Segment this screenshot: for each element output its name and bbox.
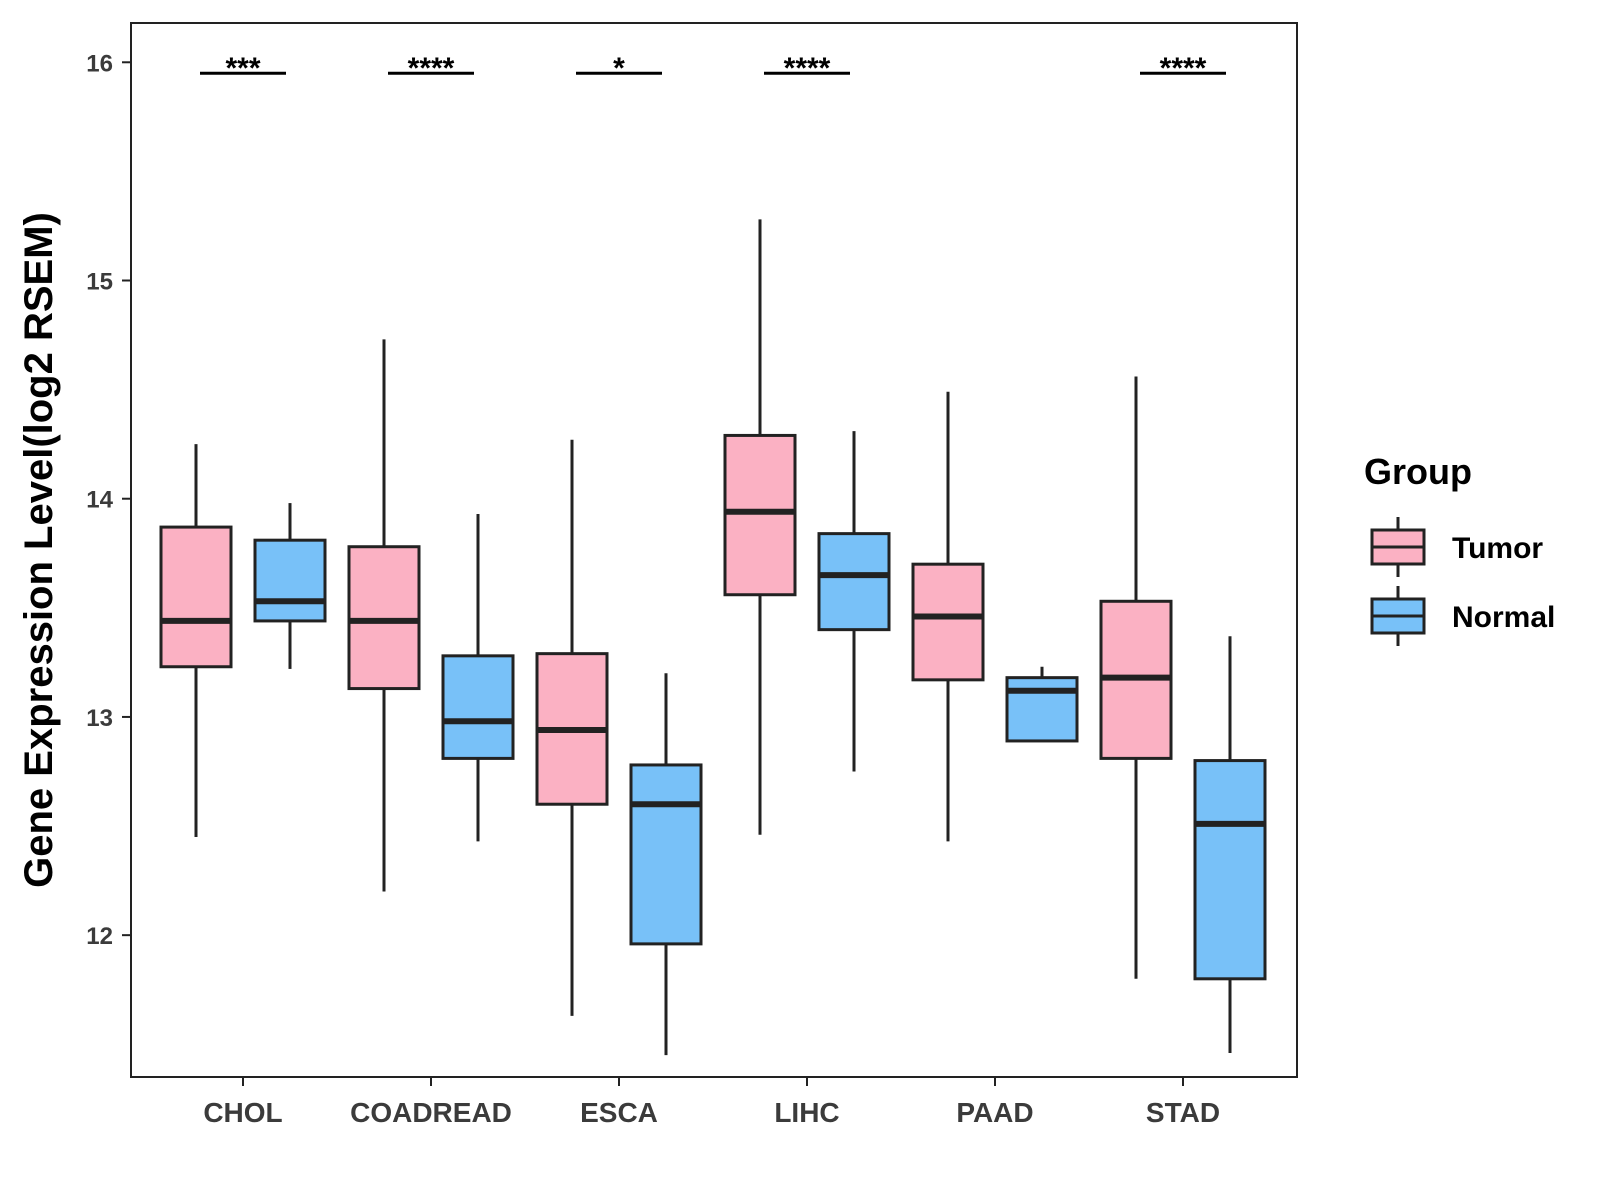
box-iqr (1005, 676, 1079, 743)
x-tick-label: STAD (1146, 1097, 1220, 1128)
y-tick-label: 15 (86, 268, 113, 295)
box-normal-stad (1193, 636, 1267, 1053)
significance-esca: * (576, 52, 662, 85)
y-tick-label: 14 (86, 487, 113, 514)
x-tick-label: LIHC (774, 1097, 839, 1128)
box-tumor-lihc (723, 219, 797, 835)
plot-panel-border (130, 22, 1298, 1078)
legend-title: Group (1364, 451, 1472, 492)
significance-stars: * (613, 52, 625, 85)
box-iqr (723, 433, 797, 597)
y-tick-label: 16 (86, 50, 113, 77)
box-tumor-chol (159, 444, 233, 837)
significance-stars: *** (225, 52, 260, 85)
significance-stad: **** (1140, 52, 1226, 85)
significance-coadread: **** (388, 52, 474, 85)
box-iqr (629, 763, 703, 946)
box-tumor-coadread (347, 339, 421, 892)
x-tick-label: ESCA (580, 1097, 658, 1128)
y-axis-label: Gene Expression Level(log2 RSEM) (17, 212, 61, 888)
box-iqr (441, 654, 515, 760)
y-tick-label: 13 (86, 705, 113, 732)
box-iqr (911, 562, 985, 682)
legend-key-normal (1370, 586, 1426, 646)
x-tick-label: PAAD (956, 1097, 1033, 1128)
box-iqr (1193, 759, 1267, 981)
legend: Group Tumor Normal (1364, 451, 1555, 646)
significance-chol: *** (200, 52, 286, 85)
box-iqr (347, 545, 421, 691)
legend-label: Normal (1452, 601, 1555, 634)
significance-lihc: **** (764, 52, 850, 85)
box-normal-coadread (441, 513, 515, 842)
box-iqr (817, 532, 891, 632)
x-tick-label: CHOL (203, 1097, 282, 1128)
significance-stars: **** (784, 52, 831, 85)
box-iqr (159, 525, 233, 669)
box-normal-lihc (817, 431, 891, 772)
legend-item-tumor: Tumor (1370, 517, 1543, 577)
y-tick-label: 12 (86, 923, 113, 950)
box-iqr (253, 538, 327, 623)
box-tumor-paad (911, 391, 985, 842)
legend-item-normal: Normal (1370, 586, 1555, 646)
legend-items: Tumor Normal (1370, 517, 1555, 646)
x-tick-label: COADREAD (350, 1097, 512, 1128)
legend-label: Tumor (1452, 532, 1543, 565)
boxes-layer (159, 219, 1267, 1056)
box-tumor-esca (535, 439, 609, 1016)
y-axis: 12 13 14 15 16 (86, 50, 131, 950)
box-normal-esca (629, 673, 703, 1056)
significance-stars: **** (1160, 52, 1207, 85)
significance-annotations: *** **** * **** **** (200, 52, 1226, 85)
box-normal-paad (1005, 666, 1079, 743)
legend-key-tumor (1370, 517, 1426, 577)
significance-stars: **** (408, 52, 455, 85)
x-axis: CHOL COADREAD ESCA LIHC PAAD STAD (203, 1077, 1220, 1128)
box-tumor-stad (1099, 376, 1173, 979)
box-normal-chol (253, 503, 327, 669)
